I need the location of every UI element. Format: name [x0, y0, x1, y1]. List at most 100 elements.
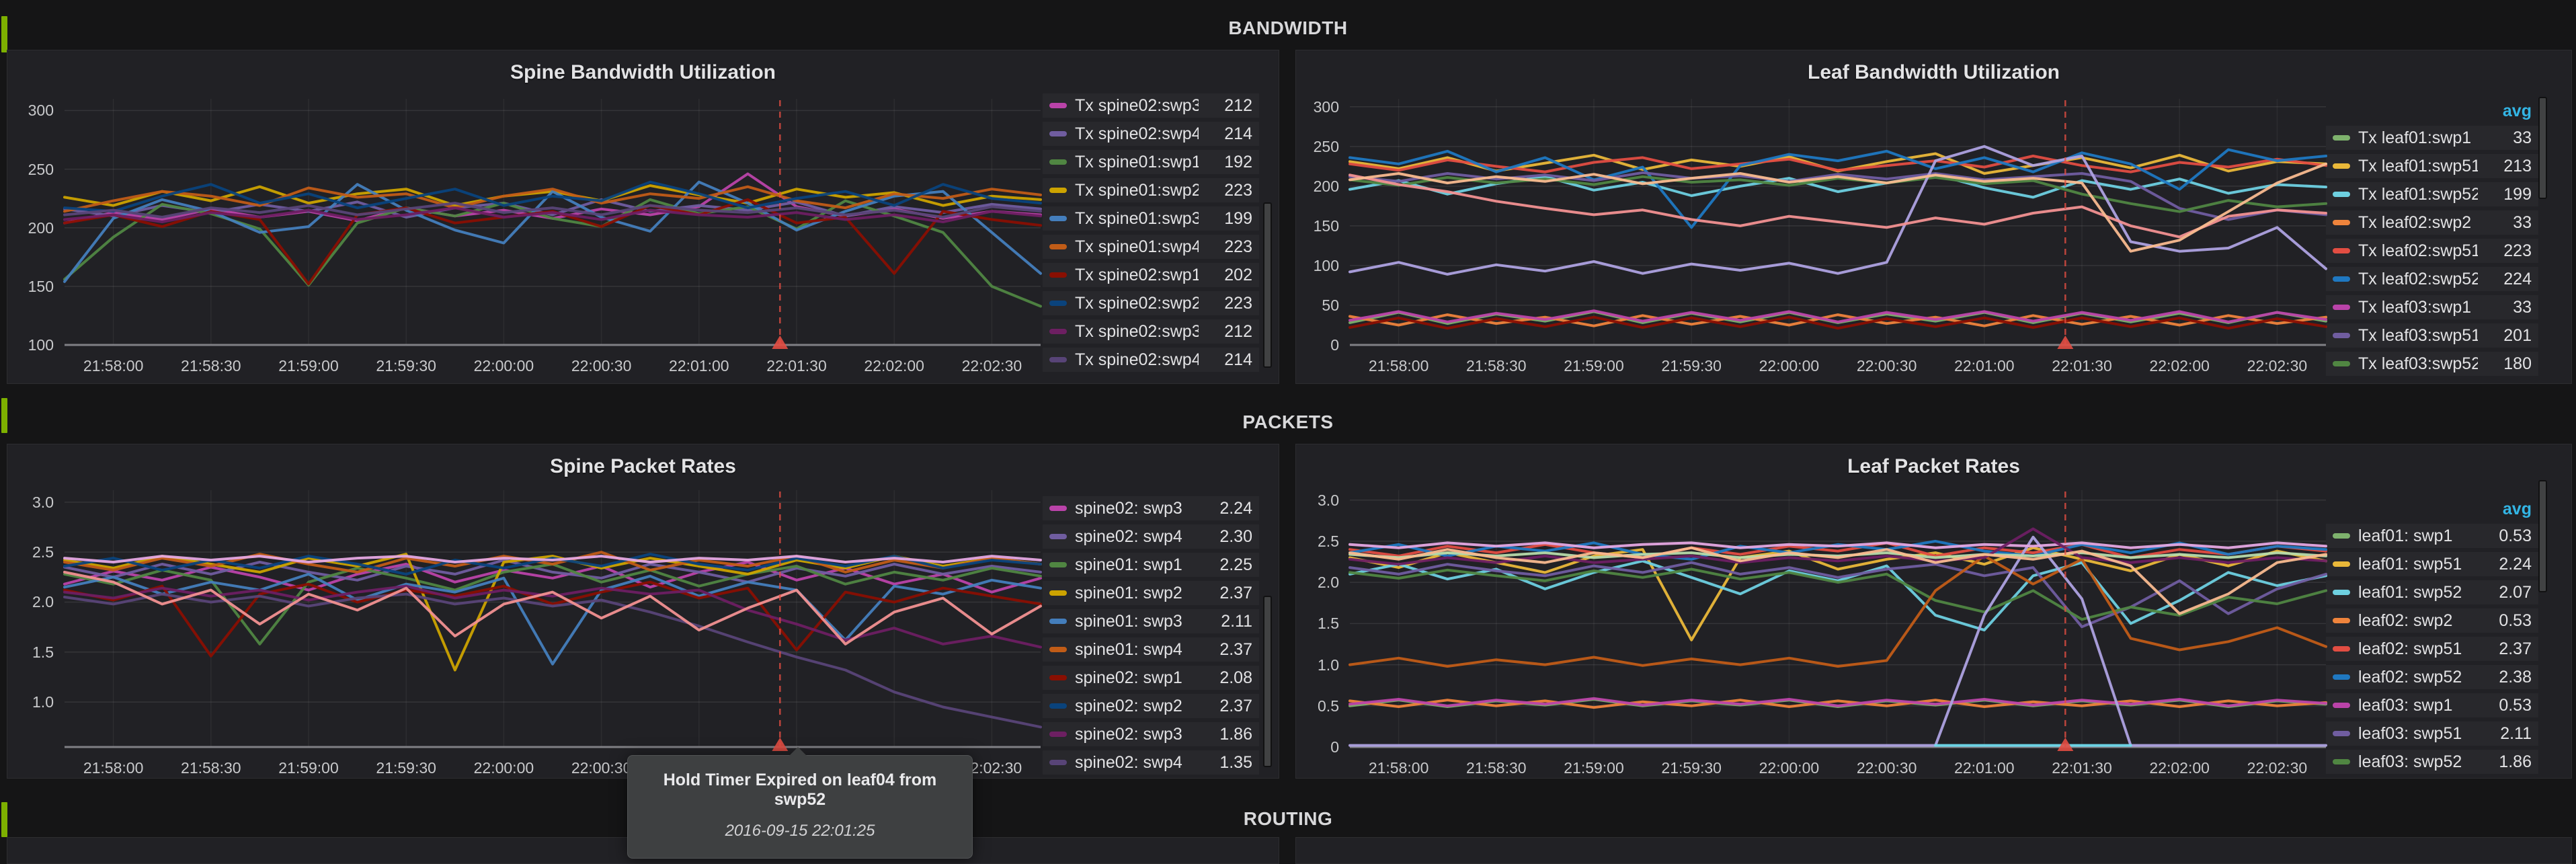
series-line[interactable] [63, 180, 1042, 213]
series-line[interactable] [1349, 699, 2327, 709]
series-line[interactable] [1349, 309, 2327, 323]
legend-item[interactable]: Tx leaf03:swp52 180 [2326, 352, 2538, 376]
legend-item[interactable]: spine02: swp4 1.35 [1043, 750, 1259, 775]
chart-plot-area[interactable] [63, 490, 1042, 766]
legend-item[interactable]: Tx leaf02:swp51 223 [2326, 239, 2538, 263]
series-line[interactable] [1349, 175, 2327, 213]
legend-item[interactable]: Tx spine02:swp3 212 [1043, 93, 1259, 118]
series-line[interactable] [63, 584, 1042, 649]
legend-item[interactable]: leaf03: swp52 1.86 [2326, 750, 2538, 774]
panel-title[interactable]: Leaf Packet Rates [1847, 455, 2020, 477]
annotation-marker-icon[interactable] [772, 738, 789, 751]
legend-item[interactable]: Tx spine02:swp1 202 [1043, 263, 1259, 287]
series-line[interactable] [1349, 148, 2327, 229]
section-header-routing[interactable]: ROUTING [1243, 808, 1333, 829]
legend-item[interactable]: spine02: swp4 2.30 [1043, 524, 1259, 549]
legend-item[interactable]: leaf01: swp1 0.53 [2326, 524, 2538, 548]
legend-item[interactable]: leaf01: swp52 2.07 [2326, 580, 2538, 604]
legend-item[interactable]: Tx leaf02:swp2 33 [2326, 210, 2538, 235]
legend-item[interactable]: Tx leaf01:swp1 33 [2326, 126, 2538, 150]
chart-plot-area[interactable] [1349, 99, 2327, 364]
annotation-marker-icon[interactable] [2057, 336, 2074, 349]
series-line[interactable] [1349, 561, 2327, 629]
series-line[interactable] [1349, 697, 2327, 707]
x-axis-tick-label: 22:02:30 [961, 357, 1022, 375]
legend-item[interactable]: Tx leaf03:swp51 201 [2326, 323, 2538, 348]
legend-avg-value: 223 [1224, 293, 1252, 313]
legend-item[interactable]: leaf02: swp51 2.37 [2326, 637, 2538, 661]
legend-item[interactable]: Tx spine02:swp2 223 [1043, 291, 1259, 315]
legend-item[interactable]: Tx leaf01:swp52 199 [2326, 182, 2538, 206]
legend-scrollbar[interactable] [1263, 596, 1272, 767]
chart-plot-area[interactable] [63, 99, 1042, 364]
series-line[interactable] [1349, 567, 2327, 621]
legend-item[interactable]: Tx leaf02:swp52 224 [2326, 267, 2538, 291]
panel-title[interactable]: Leaf Bandwidth Utilization [1808, 61, 2060, 83]
legend-avg-value: 1.86 [2499, 752, 2532, 771]
series-line[interactable] [1349, 546, 2327, 615]
series-line[interactable] [1349, 541, 2327, 559]
annotation-marker-icon[interactable] [772, 336, 789, 349]
panel-title[interactable]: Spine Packet Rates [550, 455, 736, 477]
series-line[interactable] [63, 570, 1042, 645]
legend-series-label: Tx leaf02:swp52 [2358, 269, 2478, 288]
legend-item[interactable]: Tx leaf01:swp51 213 [2326, 154, 2538, 178]
x-axis-tick-label: 21:59:30 [376, 357, 436, 375]
legend-item[interactable]: Tx leaf03:swp1 33 [2326, 295, 2538, 319]
series-line[interactable] [1349, 315, 2327, 330]
legend-item[interactable]: Tx spine02:swp4 214 [1043, 348, 1259, 372]
series-line[interactable] [1349, 559, 2327, 632]
legend-scrollbar[interactable] [1263, 202, 1272, 368]
legend-scrollbar[interactable] [2538, 97, 2547, 199]
y-axis-tick-label: 300 [1313, 97, 1339, 116]
section-header-bandwidth[interactable]: BANDWIDTH [1228, 17, 1348, 38]
legend-item[interactable]: leaf01: swp51 2.24 [2326, 552, 2538, 576]
x-axis-tick-label: 22:02:00 [2149, 759, 2210, 777]
y-axis-tick-label: 1.5 [32, 643, 54, 661]
x-axis-tick-label: 21:58:30 [181, 759, 241, 777]
legend-item[interactable]: spine01: swp2 2.37 [1043, 581, 1259, 605]
legend-item[interactable]: spine02: swp3 2.24 [1043, 496, 1259, 520]
row-accent-bar[interactable] [1, 16, 7, 52]
legend-color-swatch [1049, 301, 1067, 306]
series-line[interactable] [1349, 541, 2327, 549]
legend-item[interactable]: Tx spine02:swp3 212 [1043, 319, 1259, 344]
series-line[interactable] [1349, 554, 2327, 668]
series-line[interactable] [1349, 173, 2327, 239]
series-line[interactable] [1349, 551, 2327, 559]
row-accent-bar[interactable] [1, 398, 7, 433]
legend-item[interactable]: Tx spine01:swp3 199 [1043, 206, 1259, 231]
legend-item[interactable]: spine01: swp1 2.25 [1043, 553, 1259, 577]
series-line[interactable] [63, 206, 1042, 223]
legend-item[interactable]: Tx spine02:swp4 214 [1043, 122, 1259, 146]
series-line[interactable] [1349, 535, 2327, 747]
legend-series-label: leaf01: swp1 [2358, 526, 2453, 545]
legend-item[interactable]: Tx spine01:swp1 192 [1043, 150, 1259, 174]
series-line[interactable] [63, 185, 1042, 213]
legend-item[interactable]: leaf02: swp52 2.38 [2326, 665, 2538, 689]
row-accent-bar[interactable] [1, 802, 7, 837]
series-line[interactable] [63, 572, 1042, 666]
series-line[interactable] [63, 559, 1042, 584]
legend-scrollbar[interactable] [2538, 480, 2547, 592]
legend-item[interactable]: leaf03: swp1 0.53 [2326, 693, 2538, 717]
legend-item[interactable]: spine01: swp3 2.11 [1043, 609, 1259, 633]
legend-item[interactable]: Tx spine01:swp4 223 [1043, 235, 1259, 259]
legend-item[interactable]: spine02: swp3 1.86 [1043, 722, 1259, 746]
series-line[interactable] [63, 555, 1042, 563]
legend-item[interactable]: spine01: swp4 2.37 [1043, 637, 1259, 662]
series-line[interactable] [1349, 162, 2327, 253]
series-line[interactable] [1349, 145, 2327, 276]
legend-item[interactable]: Tx spine01:swp2 223 [1043, 178, 1259, 202]
series-line[interactable] [63, 202, 1042, 219]
section-header-packets[interactable]: PACKETS [1242, 411, 1334, 432]
annotation-marker-icon[interactable] [2057, 738, 2074, 751]
legend-item[interactable]: spine02: swp1 2.08 [1043, 666, 1259, 690]
chart-plot-area[interactable] [1349, 490, 2327, 766]
legend-item[interactable]: spine02: swp2 2.37 [1043, 694, 1259, 718]
legend-item[interactable]: leaf03: swp51 2.11 [2326, 721, 2538, 746]
legend-item[interactable]: leaf02: swp2 0.53 [2326, 608, 2538, 633]
panel-title[interactable]: Spine Bandwidth Utilization [510, 61, 776, 83]
series-line[interactable] [63, 580, 1042, 658]
